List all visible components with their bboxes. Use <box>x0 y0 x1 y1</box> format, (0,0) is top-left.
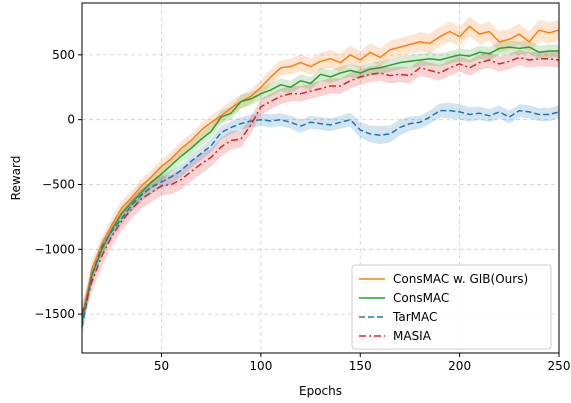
legend-label: MASIA <box>393 329 432 343</box>
plot-frame <box>81 2 560 354</box>
y-tick-label: 500 <box>52 48 75 62</box>
x-tick-label: 50 <box>154 359 169 373</box>
y-tick-label: −1000 <box>34 242 75 256</box>
y-axis-label: Reward <box>9 156 23 201</box>
x-tick-label: 200 <box>448 359 471 373</box>
series-band-3 <box>82 49 559 325</box>
series-line-3 <box>81 56 560 315</box>
series-lines <box>81 25 560 328</box>
legend-label: ConsMAC w. GIB(Ours) <box>393 272 528 286</box>
legend-box <box>351 264 552 350</box>
legend-label: TarMAC <box>392 310 437 324</box>
y-tick-label: −500 <box>42 177 75 191</box>
x-axis-label: Epochs <box>299 384 342 398</box>
y-axis-ticks: −1500 −1000 −500 0 500 <box>34 48 82 321</box>
y-tick-label: 0 <box>67 113 75 127</box>
series-line-1 <box>81 46 559 321</box>
x-tick-label: 150 <box>349 359 372 373</box>
x-axis-ticks: 50 100 150 200 250 <box>154 353 571 373</box>
x-tick-label: 250 <box>548 359 571 373</box>
x-tick-label: 100 <box>249 359 272 373</box>
legend-label: ConsMAC <box>393 291 449 305</box>
series-line-2 <box>81 109 560 328</box>
series-line-0 <box>81 25 560 321</box>
legend: ConsMAC w. GIB(Ours) ConsMAC TarMAC MASIA <box>351 264 552 350</box>
y-tick-label: −1500 <box>34 307 75 321</box>
